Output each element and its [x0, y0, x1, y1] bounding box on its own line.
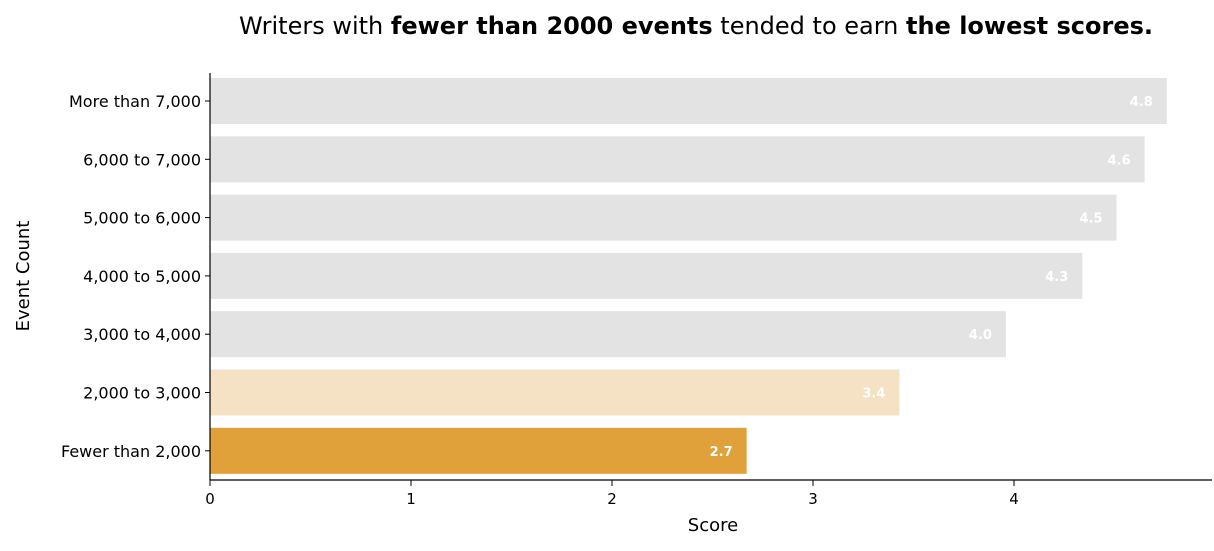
value-labels-group: 4.8 4.6 4.5 4.3 4.0 3.4 2.7: [710, 95, 1153, 460]
chart-title-part: fewer than 2000 events: [391, 12, 713, 40]
chart-title: Writers with fewer than 2000 events tend…: [239, 12, 1153, 40]
category-label: More than 7,000: [69, 92, 201, 111]
bar: [210, 78, 1167, 124]
y-axis-label: Event Count: [13, 221, 34, 332]
category-label: 4,000 to 5,000: [83, 267, 201, 286]
chart-title-part: Writers with: [239, 12, 391, 40]
chart-title-part: tended to earn: [713, 12, 906, 40]
x-tick-label: 0: [205, 490, 215, 508]
value-label: 2.7: [710, 445, 733, 460]
value-label: 3.4: [862, 387, 885, 402]
x-tick-label: 3: [808, 490, 818, 508]
bar: [210, 427, 747, 474]
x-tick-label: 2: [607, 490, 617, 508]
value-label: 4.3: [1045, 270, 1068, 285]
bar: [210, 311, 1006, 358]
value-label: 4.6: [1108, 153, 1131, 168]
x-tick-label: 1: [406, 490, 416, 508]
bars-group: [210, 78, 1167, 474]
x-tick-label: 4: [1009, 490, 1019, 508]
category-label: 5,000 to 6,000: [83, 209, 201, 228]
x-ticks-group: 0 1 2 3 4: [205, 480, 1019, 508]
x-axis-label: Score: [688, 515, 738, 536]
chart-title-part: the lowest scores.: [906, 12, 1153, 40]
category-label: Fewer than 2,000: [61, 442, 201, 461]
value-label: 4.0: [969, 328, 992, 343]
category-labels-group: More than 7,000 6,000 to 7,000 5,000 to 6,…: [61, 92, 210, 461]
bar: [210, 252, 1083, 299]
category-label: 6,000 to 7,000: [83, 150, 201, 169]
value-label: 4.5: [1079, 212, 1102, 227]
category-label: 3,000 to 4,000: [83, 325, 201, 344]
category-label: 2,000 to 3,000: [83, 384, 201, 403]
bar: [210, 136, 1145, 183]
bar: [210, 369, 900, 416]
bar: [210, 194, 1117, 241]
value-label: 4.8: [1130, 95, 1153, 110]
